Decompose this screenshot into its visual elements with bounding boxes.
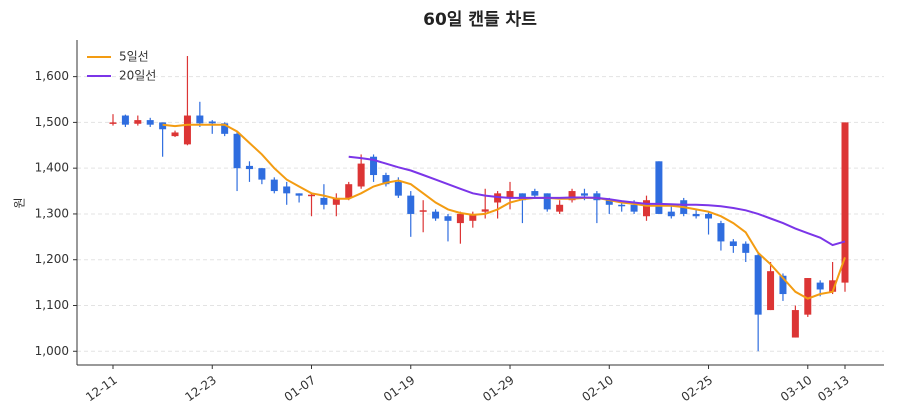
candle-body: [295, 193, 303, 196]
x-tick-label: 01-07: [282, 373, 319, 404]
candle-body: [233, 133, 241, 169]
candle-body: [456, 213, 464, 224]
candle-body: [568, 191, 576, 201]
candle-body: [791, 310, 799, 338]
candle-body: [667, 211, 675, 217]
candle-body: [245, 165, 253, 170]
candle-body: [692, 213, 700, 217]
x-tick-label: 12-11: [83, 373, 120, 404]
candle-body: [208, 121, 216, 124]
candle-body: [816, 282, 824, 290]
candle-body: [717, 223, 725, 242]
candle-body: [419, 210, 427, 212]
candle-body: [518, 193, 526, 201]
candle-body: [332, 197, 340, 205]
candle-body: [432, 211, 440, 219]
candle-body: [320, 197, 328, 205]
candle-body: [642, 200, 650, 217]
y-tick-label: 1,300: [35, 206, 69, 220]
candle-body: [357, 163, 365, 187]
y-axis-label: 원: [13, 197, 27, 208]
candle-body: [829, 280, 837, 292]
candle-body: [221, 123, 229, 134]
moving-average-line: [348, 155, 846, 247]
moving-average-line: [162, 123, 846, 300]
candle-body: [283, 186, 291, 194]
y-tick-label: 1,000: [35, 344, 69, 358]
legend-label: 5일선: [119, 50, 149, 64]
x-tick-label: 01-29: [480, 373, 517, 404]
y-tick-label: 1,200: [35, 252, 69, 266]
candle-body: [171, 132, 179, 137]
candle-body: [121, 115, 129, 125]
y-tick-label: 1,600: [35, 69, 69, 83]
candle-body: [506, 191, 514, 198]
candle-body: [407, 195, 415, 214]
candle-body: [196, 115, 204, 124]
candle-body: [618, 204, 626, 207]
candle-body: [183, 115, 191, 145]
candle-body: [754, 255, 762, 315]
candle-body: [705, 213, 713, 219]
candle-body: [134, 120, 142, 124]
x-tick-label: 01-19: [381, 373, 418, 404]
candle-body: [841, 122, 849, 283]
candle-body: [729, 241, 737, 246]
x-tick-label: 12-23: [182, 373, 219, 404]
chart-title: 60일 캔들 차트: [423, 10, 537, 30]
candle-body: [394, 181, 402, 196]
x-tick-label: 03-10: [778, 373, 815, 404]
candle-body: [543, 193, 551, 210]
candle-body: [370, 156, 378, 176]
x-tick-label: 02-10: [579, 373, 616, 404]
candle-body: [469, 213, 477, 221]
candle-body: [779, 275, 787, 295]
candle-body: [580, 193, 588, 196]
candle-body: [258, 168, 266, 180]
candle-body: [605, 200, 613, 205]
candle-body: [630, 204, 638, 212]
candle-body: [308, 194, 316, 197]
candle-body: [531, 191, 539, 196]
candle-body: [767, 271, 775, 311]
candle-body: [444, 216, 452, 221]
x-tick-label: 03-13: [815, 373, 852, 404]
candle-body: [655, 161, 663, 214]
candle-body: [742, 243, 750, 253]
y-tick-label: 1,400: [35, 161, 69, 175]
candle-body: [270, 179, 278, 192]
candle-body: [593, 193, 601, 201]
candle-body: [345, 184, 353, 198]
y-tick-label: 1,100: [35, 298, 69, 312]
candle-body: [556, 204, 564, 212]
candle-body: [159, 122, 167, 130]
legend-label: 20일선: [119, 69, 156, 83]
candle-body: [481, 209, 489, 212]
candle-body: [146, 120, 154, 125]
y-tick-label: 1,500: [35, 115, 69, 129]
candle-body: [804, 278, 812, 315]
candle-body: [382, 175, 390, 185]
candle-body: [109, 122, 117, 124]
x-tick-label: 02-25: [679, 373, 716, 404]
